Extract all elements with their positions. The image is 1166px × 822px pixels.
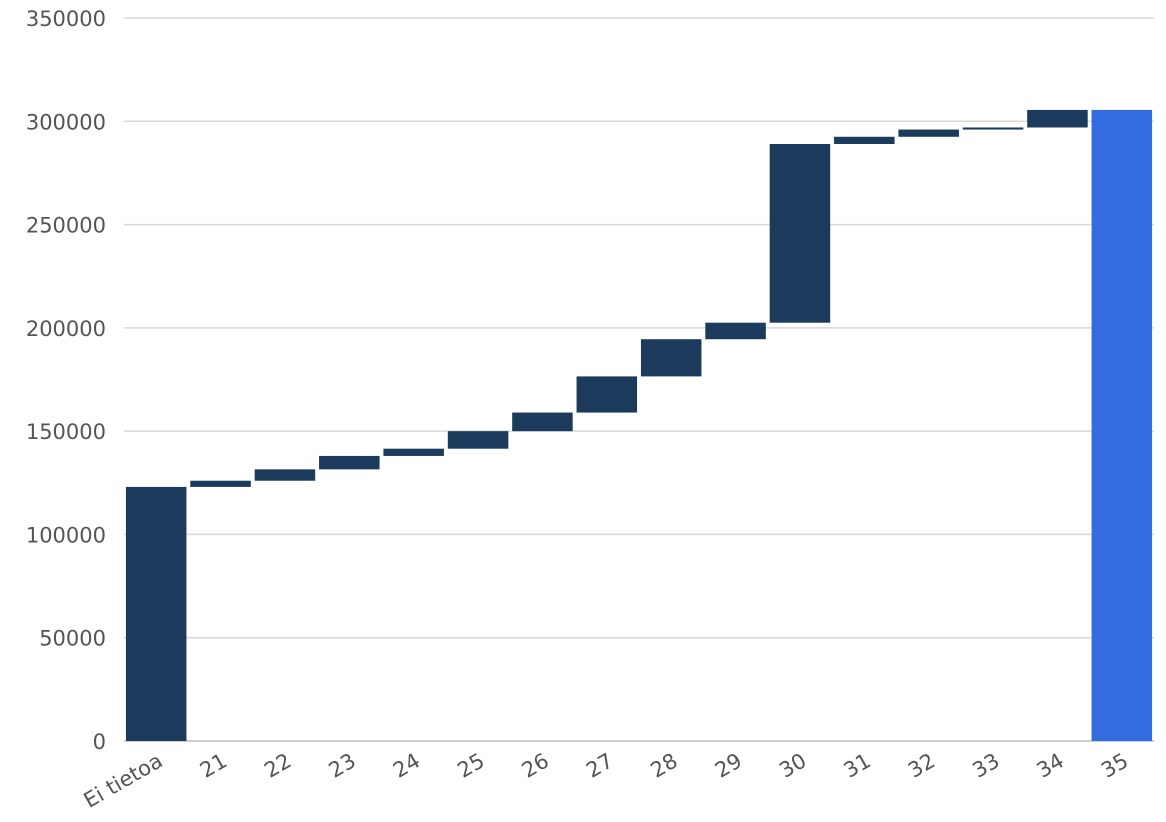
waterfall-bar: [640, 339, 702, 377]
y-tick-label: 0: [93, 730, 106, 754]
y-tick-label: 350000: [26, 7, 106, 31]
waterfall-bar: [898, 129, 959, 137]
x-tick-label: 21: [196, 749, 231, 783]
waterfall-bar: [254, 469, 316, 481]
waterfall-bar: [962, 127, 1024, 130]
x-tick-label: 22: [260, 749, 295, 783]
y-tick-label: 300000: [26, 110, 106, 134]
x-tick-label: Ei tietoa: [80, 749, 167, 813]
waterfall-bar: [125, 486, 187, 741]
waterfall-bar: [576, 376, 638, 413]
x-tick-label: 24: [389, 749, 424, 783]
y-tick-label: 200000: [26, 317, 106, 341]
waterfall-bar: [769, 144, 831, 323]
x-tick-label: 35: [1097, 749, 1132, 783]
x-tick-label: 31: [840, 749, 875, 783]
waterfall-bar: [834, 136, 895, 145]
y-tick-label: 50000: [39, 627, 106, 651]
y-axis-ticks: 0 50000 100000 150000 200000 250000 300000 3500…: [26, 7, 106, 754]
total-bar: [1091, 109, 1153, 741]
waterfall-bar: [512, 412, 573, 432]
waterfall-bar: [319, 455, 380, 470]
x-tick-label: 30: [775, 749, 810, 783]
x-tick-label: 26: [518, 749, 553, 783]
y-tick-label: 150000: [26, 420, 106, 444]
x-tick-label: 29: [711, 749, 746, 783]
y-tick-label: 250000: [26, 214, 106, 238]
x-tick-label: 23: [325, 749, 360, 783]
x-tick-label: 34: [1033, 749, 1068, 783]
x-tick-label: 32: [904, 749, 939, 783]
x-tick-label: 27: [582, 749, 617, 783]
x-tick-label: 28: [647, 749, 682, 783]
waterfall-bar: [447, 431, 509, 449]
x-tick-label: 25: [453, 749, 488, 783]
waterfall-bar: [1027, 109, 1088, 128]
x-axis-ticks: Ei tietoa 21 22 23 24 25 26 27 28 29 30 31 32 33 34 35: [80, 749, 1133, 813]
gridlines: [124, 17, 1154, 742]
bars: [125, 109, 1153, 741]
waterfall-bar: [383, 448, 444, 456]
waterfall-bar: [190, 480, 251, 487]
waterfall-bar: [705, 322, 766, 340]
x-tick-label: 33: [968, 749, 1003, 783]
y-tick-label: 100000: [26, 523, 106, 547]
